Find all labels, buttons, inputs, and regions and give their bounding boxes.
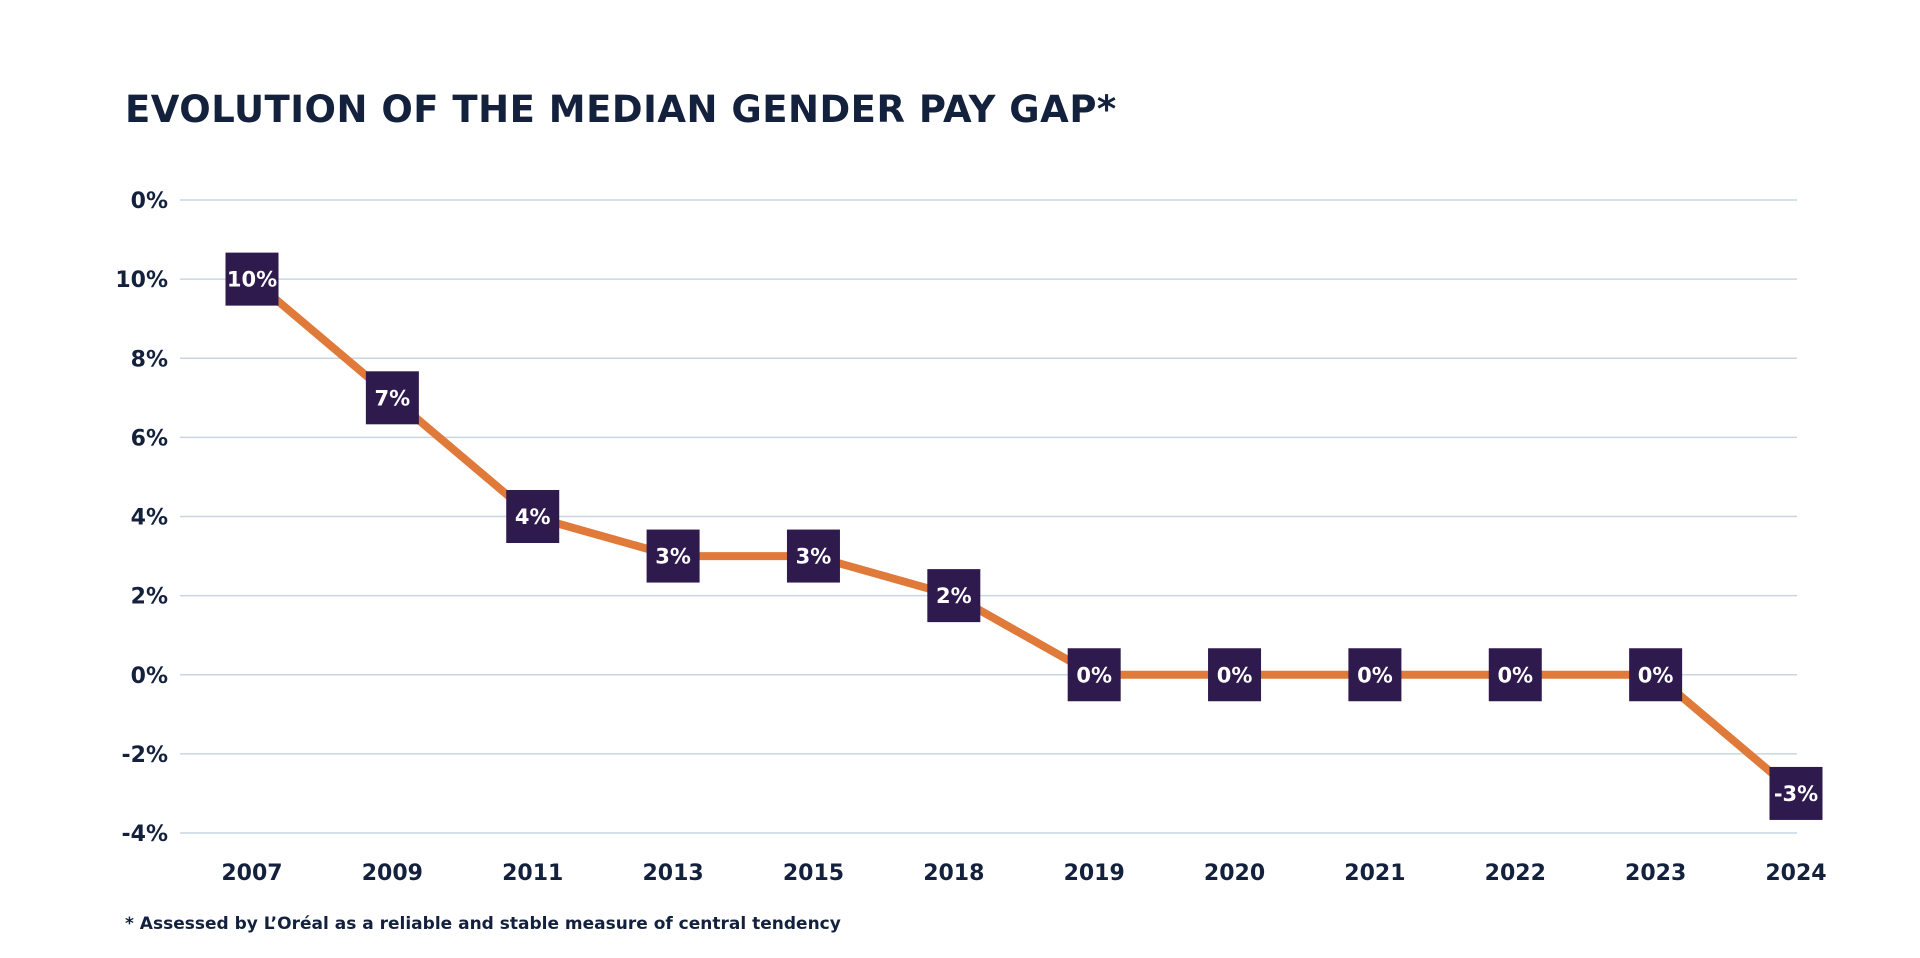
data-point: 7%: [365, 371, 419, 425]
data-marker: [927, 569, 981, 623]
data-label: 4%: [515, 505, 551, 529]
series-line: [249, 276, 1799, 797]
data-marker: [786, 529, 840, 583]
data-label: 3%: [655, 545, 691, 569]
data-label: 0%: [1217, 663, 1253, 687]
data-label: 2%: [936, 584, 972, 608]
y-tick-label: 0%: [131, 664, 168, 689]
data-marker: [1769, 766, 1823, 820]
y-tick-label: 4%: [131, 506, 168, 531]
data-marker: [225, 252, 279, 306]
data-label: -3%: [1774, 782, 1818, 806]
data-marker: [506, 490, 560, 543]
data-marker: [1067, 648, 1121, 702]
data-point: 0%: [1488, 648, 1542, 702]
x-tick-label: 2020: [1204, 861, 1265, 886]
data-point: 0%: [1348, 648, 1402, 702]
data-point: 10%: [225, 252, 279, 306]
data-label: 0%: [1076, 663, 1112, 687]
y-tick-label: 0%: [131, 189, 168, 214]
data-point: -3%: [1769, 766, 1823, 820]
y-tick-label: 2%: [131, 585, 168, 610]
x-tick-label: 2018: [923, 861, 984, 886]
x-tick-label: 2023: [1625, 861, 1686, 886]
data-point: 0%: [1067, 648, 1121, 702]
x-axis-ticks: 2007 2009 2011 2013 2015 2018 2019 2020 2021 2022…: [221, 861, 1826, 886]
y-tick-label: 8%: [131, 347, 168, 372]
data-label: 0%: [1497, 663, 1533, 687]
data-marker: [1488, 648, 1542, 702]
data-marker: [1208, 648, 1262, 702]
x-tick-label: 2013: [642, 861, 703, 886]
data-marker: [646, 529, 700, 583]
data-point: 2%: [927, 569, 981, 623]
data-point: 0%: [1629, 648, 1683, 702]
x-tick-label: 2015: [783, 861, 844, 886]
data-point: 0%: [1208, 648, 1262, 702]
data-label: 0%: [1638, 663, 1674, 687]
data-marker: [1629, 648, 1683, 702]
y-tick-label: 6%: [131, 426, 168, 451]
data-point: 3%: [646, 529, 700, 583]
y-tick-label: -4%: [122, 822, 168, 847]
data-marker: [1348, 648, 1402, 702]
data-point: 3%: [786, 529, 840, 583]
data-marker: [365, 371, 419, 425]
x-tick-label: 2021: [1344, 861, 1405, 886]
x-tick-label: 2022: [1485, 861, 1546, 886]
data-label: 10%: [227, 268, 277, 292]
data-label: 0%: [1357, 663, 1393, 687]
y-tick-label: -2%: [122, 743, 168, 768]
gridlines: [180, 199, 1797, 834]
footnote: * Assessed by L’Oréal as a reliable and …: [125, 914, 841, 934]
data-point: 4%: [506, 490, 560, 543]
data-label: 3%: [796, 545, 832, 569]
x-tick-label: 2019: [1064, 861, 1125, 886]
data-label: 7%: [375, 386, 411, 410]
x-tick-label: 2011: [502, 861, 563, 886]
y-axis-ticks: 0% 10% 8% 6% 4% 2% 0% -2% -4%: [115, 189, 168, 847]
data-markers: 10% 7% 4% 3% 3% 2% 0% 0% 0% 0% 0% -3%: [225, 252, 1823, 820]
chart-title: EVOLUTION OF THE MEDIAN GENDER PAY GAP*: [125, 88, 1117, 131]
x-tick-label: 2009: [362, 861, 423, 886]
x-tick-label: 2007: [221, 861, 282, 886]
series-line-path: [249, 276, 1799, 797]
x-tick-label: 2024: [1765, 861, 1826, 886]
y-tick-label: 10%: [115, 268, 168, 293]
